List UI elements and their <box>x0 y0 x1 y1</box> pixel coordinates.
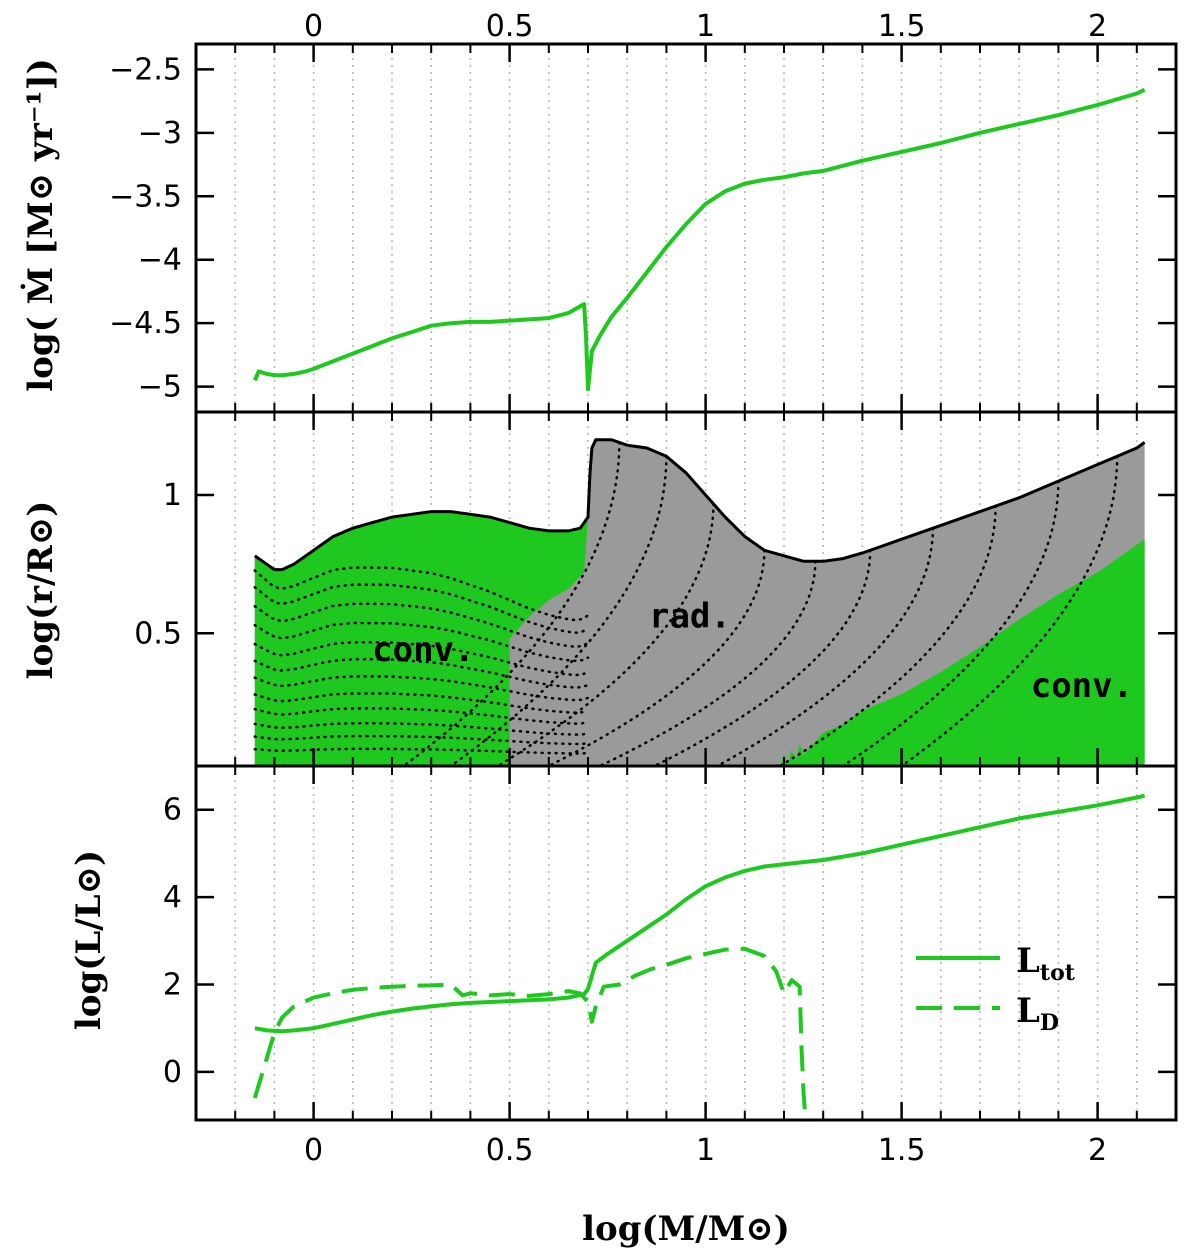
series-mdot <box>252 87 1146 392</box>
isomass-contour <box>778 504 997 766</box>
x-tick-label-top: 0 <box>304 9 323 44</box>
isomass-contour <box>253 602 590 649</box>
convective-region-right <box>780 539 1145 766</box>
x-tick-label-bottom: 0.5 <box>486 1133 534 1168</box>
isomass-contour <box>253 747 590 755</box>
isomass-contour <box>253 734 590 746</box>
isomass-contour <box>253 583 590 634</box>
x-tick-label-bottom: 1.5 <box>878 1133 926 1168</box>
region-label-conv: conv. <box>1031 666 1133 706</box>
luminosity-y-axis-title: log(L/L⊙) <box>69 850 109 1030</box>
isomass-contour <box>653 549 872 766</box>
series-l-d <box>252 946 808 1121</box>
x-tick-label-top: 1 <box>696 9 715 44</box>
x-tick-label-top: 0.5 <box>486 9 534 44</box>
legend-label-base: L <box>1016 991 1040 1031</box>
x-tick-label-bottom: 0 <box>304 1133 323 1168</box>
isomass-contour <box>253 692 590 714</box>
structure-fill-layer <box>253 439 1145 766</box>
isomass-contour <box>253 707 590 725</box>
y-tick-label-mdot: −2.5 <box>109 52 182 87</box>
x-tick-label-bottom: 2 <box>1088 1133 1107 1168</box>
x-tick-label-top: 1.5 <box>878 9 926 44</box>
isomass-contour <box>900 455 1119 766</box>
mdot-y-axis-title: log( Ṁ [M⊙ yr⁻¹]) <box>20 58 61 392</box>
y-tick-label-mdot: −4.5 <box>109 306 182 341</box>
isomass-contour <box>449 455 668 766</box>
region-label-rad: rad. <box>649 597 731 637</box>
y-tick-label-mdot: −4 <box>138 243 182 278</box>
y-tick-label-structure: 1 <box>163 478 182 513</box>
stellar-surface-line <box>253 438 1146 572</box>
isomass-contour <box>547 549 766 766</box>
panel-frame-luminosity <box>194 764 1178 1122</box>
series-l-tot <box>254 793 1146 1034</box>
region-label-conv: conv. <box>372 630 474 670</box>
legend-label-l-d: LD <box>1016 991 1059 1036</box>
x-axis-title: log(M/M⊙) <box>582 1209 790 1249</box>
isomass-contour <box>496 502 715 766</box>
structure-y-axis-title: log(r/R⊙) <box>21 501 61 680</box>
x-tick-label-top: 2 <box>1088 9 1107 44</box>
y-tick-label-luminosity: 2 <box>163 968 182 1003</box>
y-tick-label-luminosity: 6 <box>163 793 182 828</box>
x-tick-label-bottom: 1 <box>696 1133 715 1168</box>
y-tick-label-mdot: −3.5 <box>109 179 182 214</box>
isomass-contour <box>253 722 590 736</box>
text-layer: log(M/M⊙) log( Ṁ [M⊙ yr⁻¹]) log(r/R⊙) lo… <box>20 58 790 1249</box>
y-tick-label-mdot: −5 <box>138 370 182 405</box>
isomass-contour <box>253 675 590 702</box>
isomass-contour <box>253 621 590 663</box>
y-tick-label-mdot: −3 <box>138 116 182 151</box>
isomass-contour <box>598 560 817 766</box>
isomass-contour <box>841 479 1060 766</box>
series-layer: conv. rad. conv. <box>252 87 1146 1121</box>
frame-layer <box>194 42 1178 1122</box>
legend-label-subscript: D <box>1040 1010 1059 1036</box>
y-tick-label-structure: 0.5 <box>134 616 182 651</box>
isomass-contour <box>253 658 590 689</box>
legend-label-subscript: tot <box>1040 960 1076 986</box>
tick-layer: 0 0 0.5 0.5 1 1 1.5 1.5 2 2 −5 −4.5 −4 −3.5 −3 −2.5 0.5 1… <box>109 9 1176 1168</box>
isomass-contour <box>253 566 590 622</box>
y-tick-label-luminosity: 0 <box>163 1055 182 1090</box>
y-tick-label-luminosity: 4 <box>163 880 182 915</box>
convective-region-left <box>254 511 589 766</box>
isomass-contour <box>716 526 935 766</box>
legend-label-base: L <box>1016 941 1040 981</box>
legend-label-l-tot: Ltot <box>1016 941 1076 986</box>
